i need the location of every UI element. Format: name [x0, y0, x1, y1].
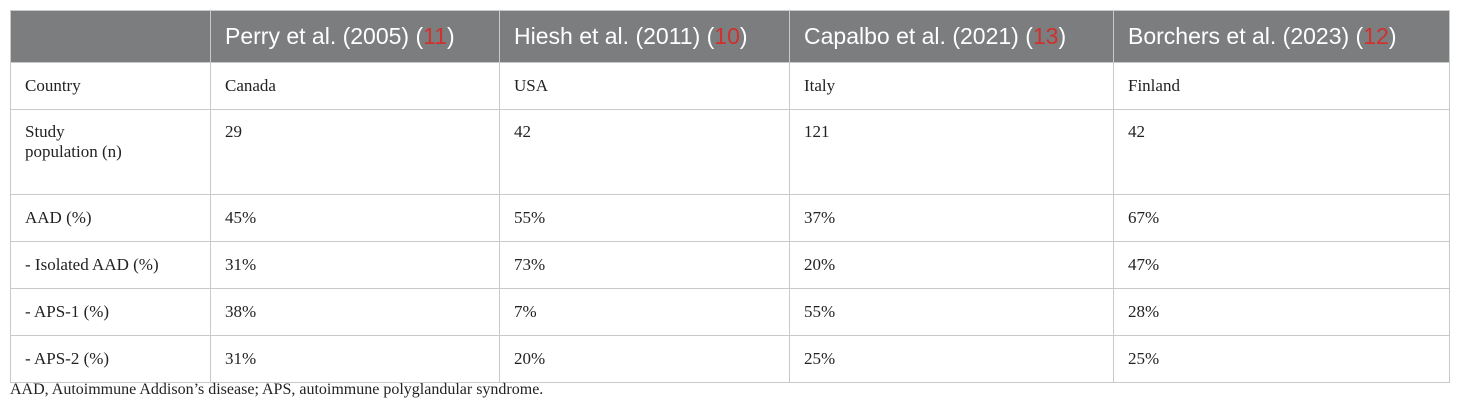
- row-label: - APS-1 (%): [10, 288, 211, 336]
- table-cell: 67%: [1113, 194, 1450, 242]
- row-label: - Isolated AAD (%): [10, 241, 211, 289]
- table-cell: 20%: [499, 335, 790, 383]
- table-row-isolated-aad: - Isolated AAD (%) 31% 73% 20% 47%: [10, 241, 1450, 289]
- table-row-aps1: - APS-1 (%) 38% 7% 55% 28%: [10, 288, 1450, 336]
- table-cell: Canada: [210, 62, 500, 110]
- table-row-aad: AAD (%) 45% 55% 37% 67%: [10, 194, 1450, 242]
- reference-link-11[interactable]: 11: [423, 23, 448, 49]
- table-cell: 29: [210, 109, 500, 195]
- table-row-country: Country Canada USA Italy Finland: [10, 62, 1450, 110]
- table-cell: 55%: [789, 288, 1114, 336]
- table-cell: 45%: [210, 194, 500, 242]
- row-label-line1: Study: [25, 122, 65, 141]
- table-cell: 38%: [210, 288, 500, 336]
- header-corner: [10, 10, 211, 63]
- table-cell: 25%: [1113, 335, 1450, 383]
- table-cell: 55%: [499, 194, 790, 242]
- table-cell: USA: [499, 62, 790, 110]
- header-perry-close: ): [447, 23, 455, 49]
- header-hiesh: Hiesh et al. (2011) (10): [499, 10, 790, 63]
- table-cell: 121: [789, 109, 1114, 195]
- reference-link-10[interactable]: 10: [714, 23, 740, 49]
- table-cell: 28%: [1113, 288, 1450, 336]
- row-label: Country: [10, 62, 211, 110]
- row-label: Study population (n): [10, 109, 211, 195]
- table-cell: Italy: [789, 62, 1114, 110]
- header-capalbo-label: Capalbo et al. (2021) (: [804, 23, 1033, 49]
- table-cell: 25%: [789, 335, 1114, 383]
- table-cell: 31%: [210, 241, 500, 289]
- header-hiesh-close: ): [739, 23, 748, 49]
- table-cell: 47%: [1113, 241, 1450, 289]
- table-cell: 42: [499, 109, 790, 195]
- table-cell: Finland: [1113, 62, 1450, 110]
- row-label: AAD (%): [10, 194, 211, 242]
- header-capalbo-close: ): [1058, 23, 1067, 49]
- row-label-line2: population (n): [25, 142, 122, 161]
- header-perry: Perry et al. (2005) (11): [210, 10, 500, 63]
- header-hiesh-label: Hiesh et al. (2011) (: [514, 23, 715, 49]
- header-capalbo: Capalbo et al. (2021) (13): [789, 10, 1114, 63]
- table-cell: 37%: [789, 194, 1114, 242]
- header-row: Perry et al. (2005) (11) Hiesh et al. (2…: [10, 10, 1450, 63]
- header-perry-label: Perry et al. (2005) (: [225, 23, 424, 49]
- table-cell: 73%: [499, 241, 790, 289]
- table-container: Perry et al. (2005) (11) Hiesh et al. (2…: [10, 10, 1450, 383]
- table-cell: 7%: [499, 288, 790, 336]
- table-cell: 20%: [789, 241, 1114, 289]
- table-cell: 42: [1113, 109, 1450, 195]
- reference-link-12[interactable]: 12: [1363, 23, 1389, 49]
- header-borchers-close: ): [1388, 23, 1397, 49]
- reference-link-13[interactable]: 13: [1032, 23, 1059, 49]
- table-row-study-population: Study population (n) 29 42 121 42: [10, 109, 1450, 195]
- table-row-aps2: - APS-2 (%) 31% 20% 25% 25%: [10, 335, 1450, 383]
- table-cell: 31%: [210, 335, 500, 383]
- comparison-table: Perry et al. (2005) (11) Hiesh et al. (2…: [10, 10, 1450, 383]
- header-borchers: Borchers et al. (2023) (12): [1113, 10, 1450, 63]
- header-borchers-label: Borchers et al. (2023) (: [1128, 23, 1364, 49]
- row-label: - APS-2 (%): [10, 335, 211, 383]
- table-footnote: AAD, Autoimmune Addison’s disease; APS, …: [10, 381, 544, 398]
